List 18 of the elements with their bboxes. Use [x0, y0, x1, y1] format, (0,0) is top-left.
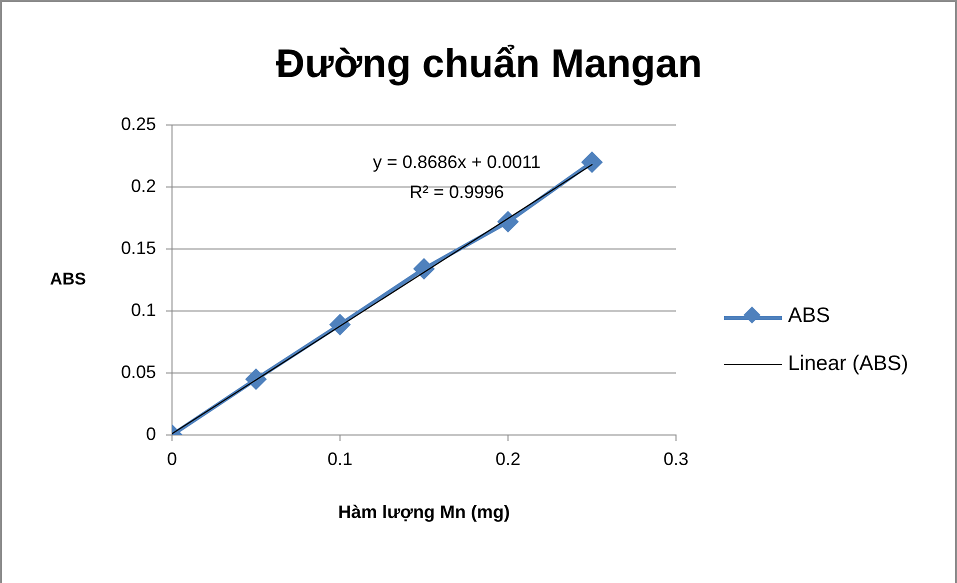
y-tick-label: 0.1 [130, 300, 156, 320]
y-axis-title: ABS [50, 270, 86, 289]
annotation: R² = 0.9996 [409, 182, 504, 202]
x-tick-label: 0 [166, 448, 178, 469]
annotation: y = 0.8686x + 0.0011 [372, 152, 541, 172]
chart-title: Đường chuẩn Mangan [276, 42, 702, 86]
point [582, 152, 602, 172]
x-tick-label: 0.1 [327, 448, 353, 469]
x-tick-label: 0.2 [495, 448, 521, 469]
y-tick-label: 0 [146, 424, 156, 444]
y-tick-label: 0.25 [120, 114, 156, 134]
y-tick-label: 0.05 [120, 362, 156, 382]
x-axis-title: Hàm lượng Mn (mg) [338, 502, 510, 522]
y-tick-label: 0.2 [130, 176, 156, 196]
legend-label: ABS [788, 304, 830, 328]
x-tick-label: 0.3 [663, 448, 689, 469]
y-tick-label: 0.15 [120, 238, 156, 258]
legend-label: Linear (ABS) [788, 352, 908, 376]
